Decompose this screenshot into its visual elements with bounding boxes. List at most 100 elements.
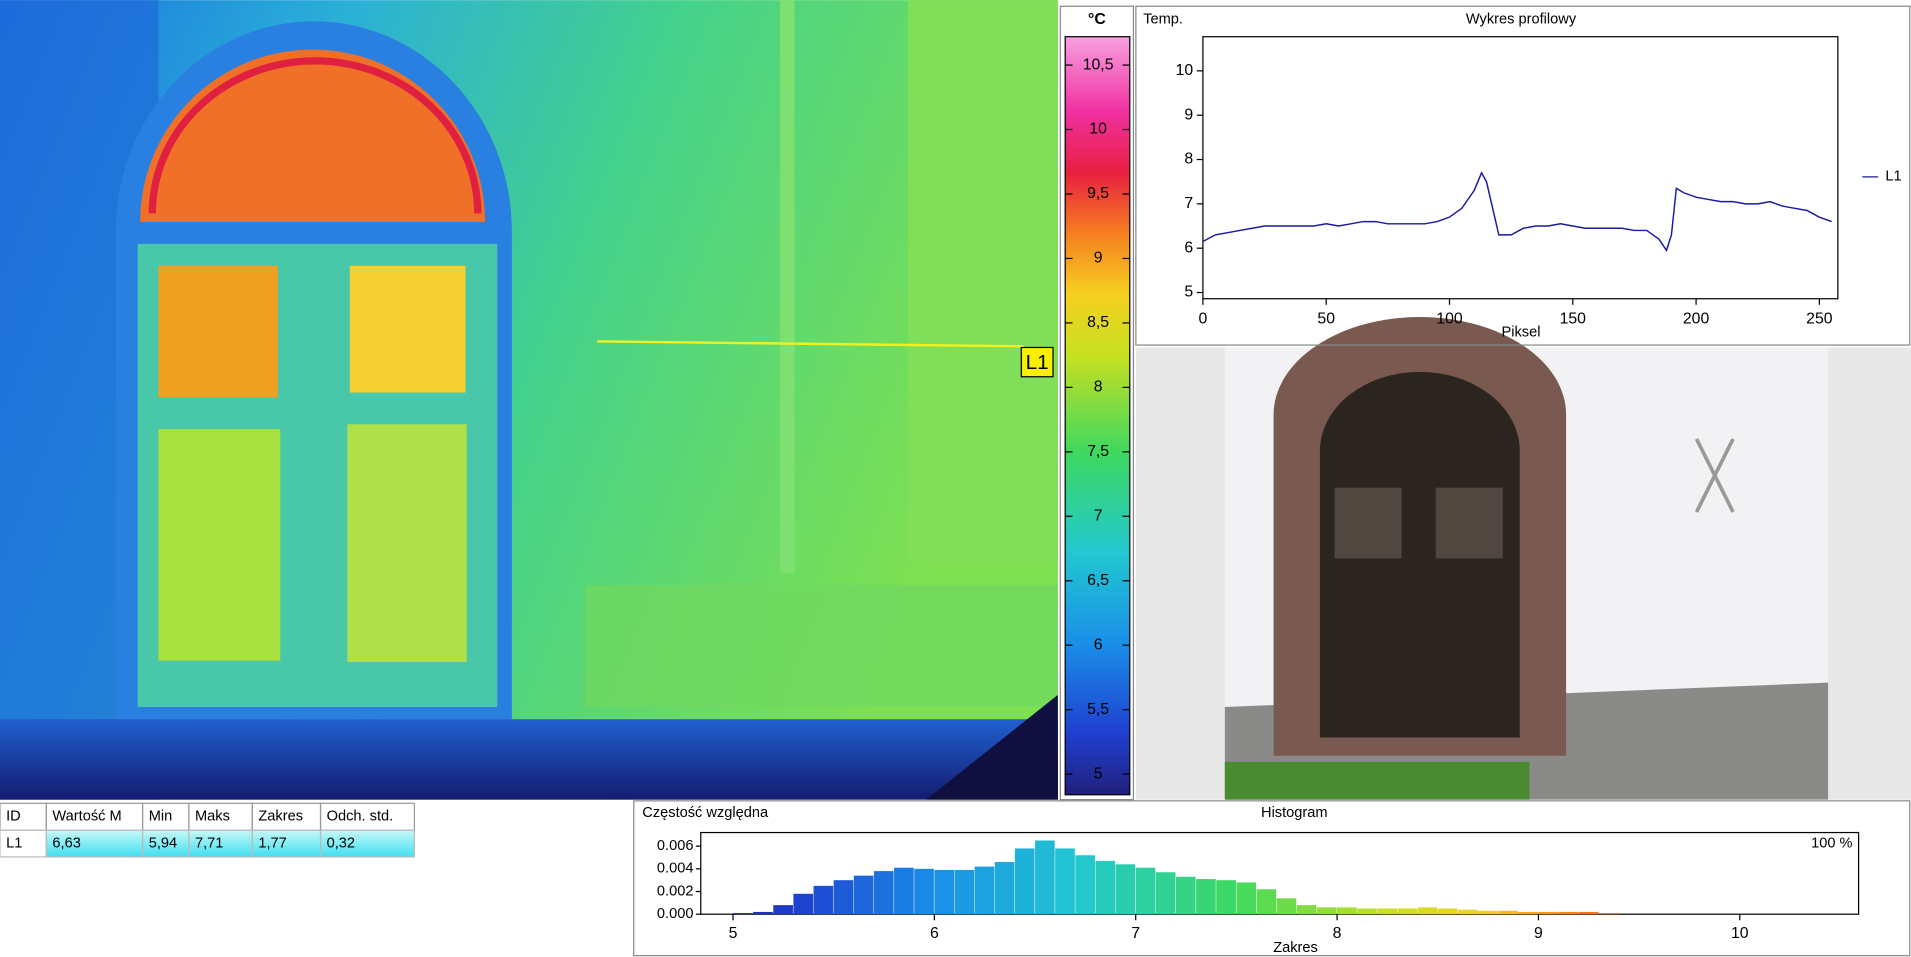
colorbar-title: °C: [1088, 11, 1106, 28]
y-tick-label: 7: [1184, 195, 1193, 212]
histogram-bar: [1478, 911, 1498, 914]
histogram-bar: [814, 886, 834, 914]
y-axis-label: Temp.: [1143, 12, 1183, 28]
x-tick-label: 50: [1317, 311, 1335, 328]
table-cell-text: 6,63: [52, 835, 80, 851]
histogram-bar: [1418, 907, 1438, 914]
histogram-bar: [1317, 907, 1337, 914]
histogram-bar: [1095, 861, 1115, 914]
thermal-image: [0, 0, 1058, 800]
histogram-bar: [1377, 909, 1397, 915]
table-cell-text: L1: [6, 835, 22, 851]
histogram-bar: [1236, 882, 1256, 914]
x-tick-label: 8: [1333, 925, 1342, 942]
table-cell-text: 0,32: [327, 835, 355, 851]
x-axis-label: Piksel: [1502, 325, 1541, 341]
histogram-bar: [1156, 872, 1176, 914]
y-tick-label: 5: [1184, 284, 1193, 301]
x-tick-label: 250: [1806, 311, 1833, 328]
histogram-bar: [834, 880, 854, 914]
chart-title: Histogram: [1261, 805, 1328, 821]
x-tick-label: 10: [1731, 925, 1749, 942]
histogram-bar: [954, 870, 974, 914]
annotation: 100 %: [1811, 835, 1852, 851]
histogram-bar: [1277, 898, 1297, 914]
table-cell-text: 7,71: [195, 835, 223, 851]
y-tick-label: 0.002: [657, 883, 694, 899]
histogram-bar: [1357, 909, 1377, 915]
screen: L1 °C 5 5,5 6 6,5 7 7,5 8 8,5 9 9,5 10 10,5 Wykres pr…: [0, 0, 1911, 957]
histogram-bar: [914, 869, 934, 914]
histogram-bar: [1196, 879, 1216, 914]
tick-label: 7,5: [1087, 443, 1109, 460]
histogram-bar: [1297, 905, 1317, 914]
y-tick-label: 6: [1184, 239, 1193, 256]
legend-label: L1: [1885, 169, 1901, 185]
y-tick-label: 9: [1184, 106, 1193, 123]
histogram-bar: [1498, 911, 1518, 914]
histogram-bar: [874, 871, 894, 914]
histogram-bar: [793, 894, 813, 914]
table-header: Odch. std.: [327, 809, 394, 825]
y-axis-label: Częstość względna: [642, 805, 769, 821]
table-header: ID: [6, 809, 21, 825]
photo: [1136, 317, 1911, 800]
x-tick-label: 7: [1131, 925, 1140, 942]
tick-label: 5,5: [1087, 701, 1109, 718]
table-header: Zakres: [258, 809, 303, 825]
y-tick-label: 0.004: [657, 861, 694, 877]
table-header: Wartość M: [52, 809, 121, 825]
colorbar: [1065, 37, 1130, 795]
y-tick-label: 0.000: [657, 906, 694, 922]
histogram-bar: [1055, 848, 1075, 914]
histogram-bar: [975, 867, 995, 915]
histogram-bar: [1015, 848, 1035, 914]
histogram-bar: [1136, 868, 1156, 914]
line-label: L1: [1026, 351, 1049, 374]
tick-label: 6,5: [1087, 572, 1109, 589]
x-axis-label: Zakres: [1273, 940, 1318, 956]
table-cell-text: 5,94: [149, 835, 177, 851]
histogram-bar: [894, 868, 914, 914]
histogram-bar: [1257, 889, 1277, 914]
plot-area: [1203, 37, 1838, 299]
histogram-bar: [1075, 855, 1095, 914]
histogram-bar: [1035, 840, 1055, 914]
histogram-bar: [1176, 877, 1196, 914]
histogram-bar: [934, 870, 954, 914]
histogram-bar: [1579, 912, 1599, 914]
chart-title: Wykres profilowy: [1466, 12, 1577, 28]
histogram-bar: [1116, 864, 1136, 914]
histogram-bar: [753, 912, 773, 914]
tick-label: 8: [1094, 379, 1103, 396]
histogram-bar: [773, 905, 793, 914]
histogram-bar: [1397, 909, 1417, 915]
x-tick-label: 9: [1534, 925, 1543, 942]
x-tick-label: 5: [729, 925, 738, 942]
tick-label: 10,5: [1083, 56, 1114, 73]
tick-label: 9: [1094, 250, 1103, 267]
tick-label: 6: [1094, 636, 1103, 653]
y-tick-label: 10: [1176, 62, 1194, 79]
x-tick-label: 200: [1683, 311, 1710, 328]
page: L1 °C 5 5,5 6 6,5 7 7,5 8 8,5 9 9,5 10 10,5 Wykres pr…: [0, 0, 1911, 957]
x-tick-label: 0: [1199, 311, 1208, 328]
histogram-bar: [1538, 912, 1558, 914]
histogram-bar: [1599, 913, 1619, 914]
histogram-bar: [995, 862, 1015, 914]
tick-label: 10: [1089, 121, 1107, 138]
tick-label: 5: [1094, 765, 1103, 782]
table-header: Min: [149, 809, 173, 825]
histogram-bar: [854, 876, 874, 915]
tick-label: 9,5: [1087, 185, 1109, 202]
histogram-bar: [1216, 880, 1236, 914]
histogram-bar: [1458, 910, 1478, 915]
y-tick-label: 0.006: [657, 838, 694, 854]
histogram-bar: [1518, 912, 1538, 914]
table-cell-text: 1,77: [258, 835, 286, 851]
histogram-bar: [1559, 912, 1579, 914]
x-tick-label: 6: [930, 925, 939, 942]
histogram-bar: [1337, 907, 1357, 914]
y-tick-label: 8: [1184, 151, 1193, 168]
tick-label: 8,5: [1087, 314, 1109, 331]
